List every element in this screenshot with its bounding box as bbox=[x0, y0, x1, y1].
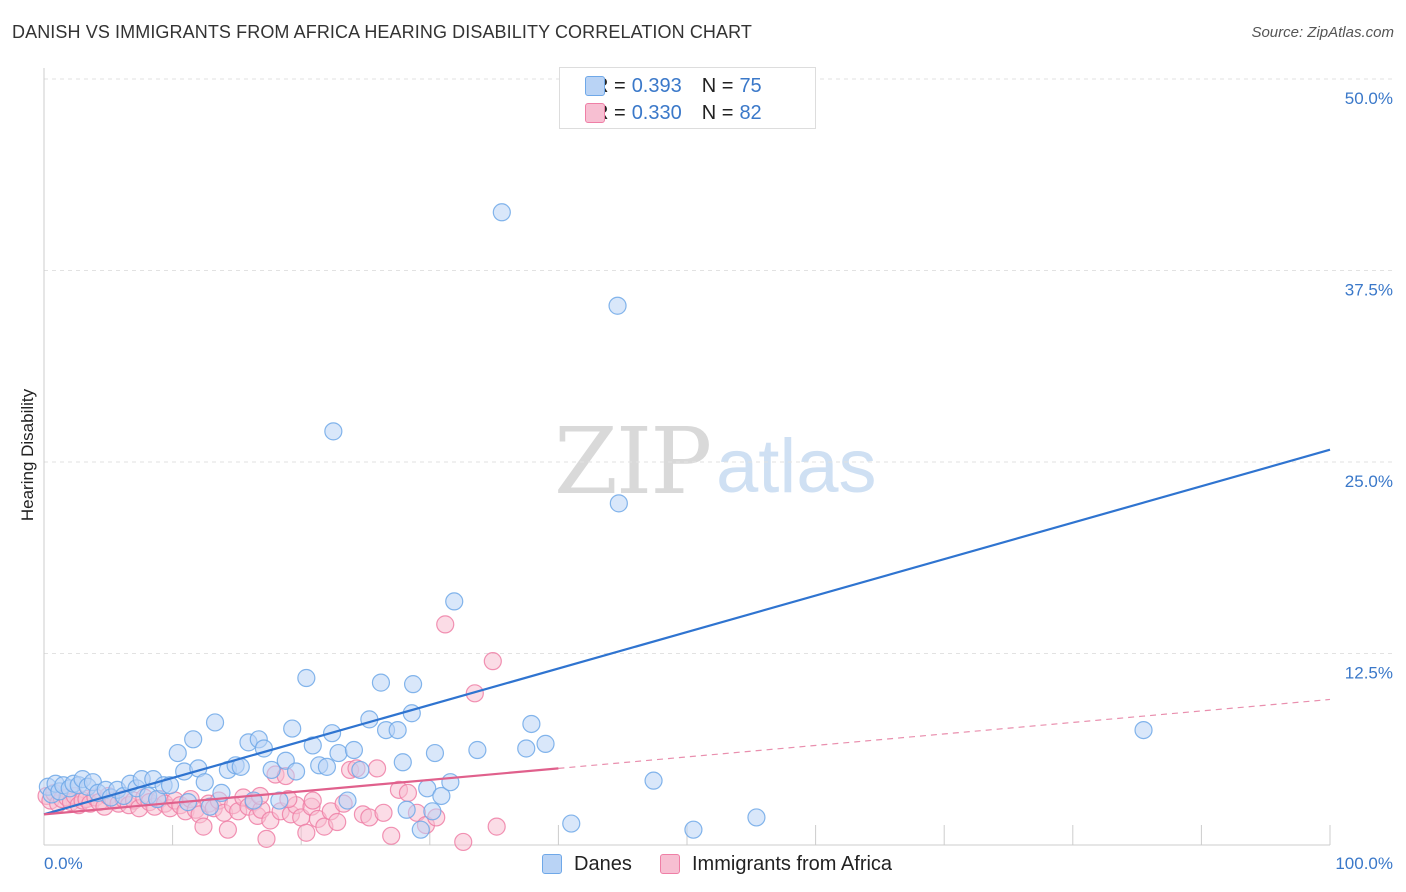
y-tick-label: 37.5% bbox=[1345, 281, 1393, 300]
africa-point bbox=[374, 803, 393, 822]
africa-legend-icon bbox=[660, 854, 680, 874]
danes-point bbox=[160, 776, 180, 795]
chart-title: DANISH VS IMMIGRANTS FROM AFRICA HEARING… bbox=[12, 22, 753, 42]
danes-n-value: 75 bbox=[739, 74, 762, 97]
watermark-atlas: atlas bbox=[716, 424, 877, 509]
africa-n-value: 82 bbox=[739, 101, 762, 124]
africa-r-value: 0.330 bbox=[631, 101, 682, 124]
africa-swatch-icon bbox=[585, 103, 605, 123]
danes-point bbox=[492, 203, 511, 222]
danes-point bbox=[303, 736, 322, 755]
danes-point bbox=[517, 739, 536, 758]
africa-point bbox=[297, 823, 316, 842]
danes-trendline bbox=[43, 448, 1331, 816]
danes-point bbox=[351, 760, 370, 780]
danes-point bbox=[522, 714, 541, 734]
bottom-legend-africa: Immigrants from Africa bbox=[660, 851, 892, 877]
danes-n-label: N = bbox=[701, 74, 734, 97]
legend-row-africa: R = 0.330 N = 82 bbox=[585, 101, 762, 125]
africa-n-label: N = bbox=[701, 101, 734, 124]
africa-legend-label: Immigrants from Africa bbox=[692, 852, 893, 875]
danes-point bbox=[609, 494, 628, 513]
danes-point bbox=[441, 773, 460, 792]
x-tick-label: 0.0% bbox=[44, 854, 83, 873]
x-tick-label: 100.0% bbox=[1335, 854, 1393, 873]
grid-lines bbox=[44, 78, 1392, 654]
danes-point bbox=[423, 802, 442, 821]
africa-point bbox=[436, 615, 455, 634]
danes-point bbox=[388, 720, 407, 740]
danes-point bbox=[324, 422, 343, 441]
danes-point bbox=[283, 719, 302, 738]
danes-point bbox=[286, 762, 306, 781]
danes-swatch-icon bbox=[585, 76, 605, 96]
africa-point bbox=[367, 759, 387, 778]
danes-point bbox=[371, 673, 391, 692]
africa-point bbox=[303, 791, 322, 810]
africa-point bbox=[257, 829, 276, 848]
danes-point bbox=[297, 668, 316, 688]
africa-point bbox=[382, 826, 401, 845]
danes-point bbox=[338, 791, 357, 810]
danes-point bbox=[262, 760, 281, 780]
africa-point bbox=[398, 783, 418, 803]
danes-point bbox=[270, 791, 289, 810]
danes-point bbox=[205, 713, 225, 732]
danes-point bbox=[184, 730, 203, 749]
africa-point bbox=[218, 820, 237, 839]
bottom-legend-danes: Danes bbox=[542, 851, 632, 877]
danes-point bbox=[608, 296, 627, 315]
danes-point bbox=[329, 743, 348, 763]
danes-point bbox=[344, 740, 364, 760]
source-label: Source: ZipAtlas.com bbox=[1251, 24, 1394, 41]
danes-point bbox=[1134, 720, 1153, 740]
africa-trendline-projection bbox=[558, 698, 1331, 769]
danes-point bbox=[200, 797, 219, 816]
africa-point bbox=[454, 832, 473, 852]
danes-point bbox=[562, 814, 581, 833]
danes-point bbox=[644, 771, 663, 790]
y-tick-label: 50.0% bbox=[1345, 89, 1393, 108]
danes-point bbox=[168, 743, 187, 763]
danes-points bbox=[38, 95, 1153, 839]
danes-point bbox=[403, 675, 423, 694]
danes-r-value: 0.393 bbox=[631, 74, 682, 97]
africa-point bbox=[328, 812, 347, 832]
africa-point bbox=[487, 817, 506, 836]
danes-point bbox=[747, 808, 766, 827]
danes-point bbox=[432, 786, 451, 806]
legend-row-danes: R = 0.393 N = 75 bbox=[585, 74, 762, 98]
y-tick-label: 12.5% bbox=[1345, 664, 1393, 683]
danes-point bbox=[393, 753, 412, 772]
danes-point bbox=[397, 800, 416, 819]
danes-point bbox=[445, 592, 464, 611]
danes-point bbox=[536, 734, 555, 753]
africa-point bbox=[194, 817, 213, 836]
correlation-legend: R = 0.393 N = 75 R = 0.330 N = 82 bbox=[559, 67, 816, 129]
danes-point bbox=[425, 743, 445, 763]
tick-labels: 12.5% 25.0% 37.5% 50.0% 0.0% 100.0% bbox=[44, 89, 1393, 873]
danes-legend-label: Danes bbox=[574, 852, 632, 875]
africa-trendline bbox=[43, 767, 559, 816]
trend-lines bbox=[43, 448, 1331, 816]
danes-point bbox=[468, 740, 487, 760]
danes-point bbox=[317, 757, 337, 776]
danes-point bbox=[195, 773, 214, 792]
danes-point bbox=[684, 820, 703, 839]
africa-point bbox=[483, 652, 502, 671]
y-tick-label: 25.0% bbox=[1345, 472, 1393, 491]
danes-point bbox=[411, 820, 430, 839]
danes-legend-icon bbox=[542, 854, 562, 874]
